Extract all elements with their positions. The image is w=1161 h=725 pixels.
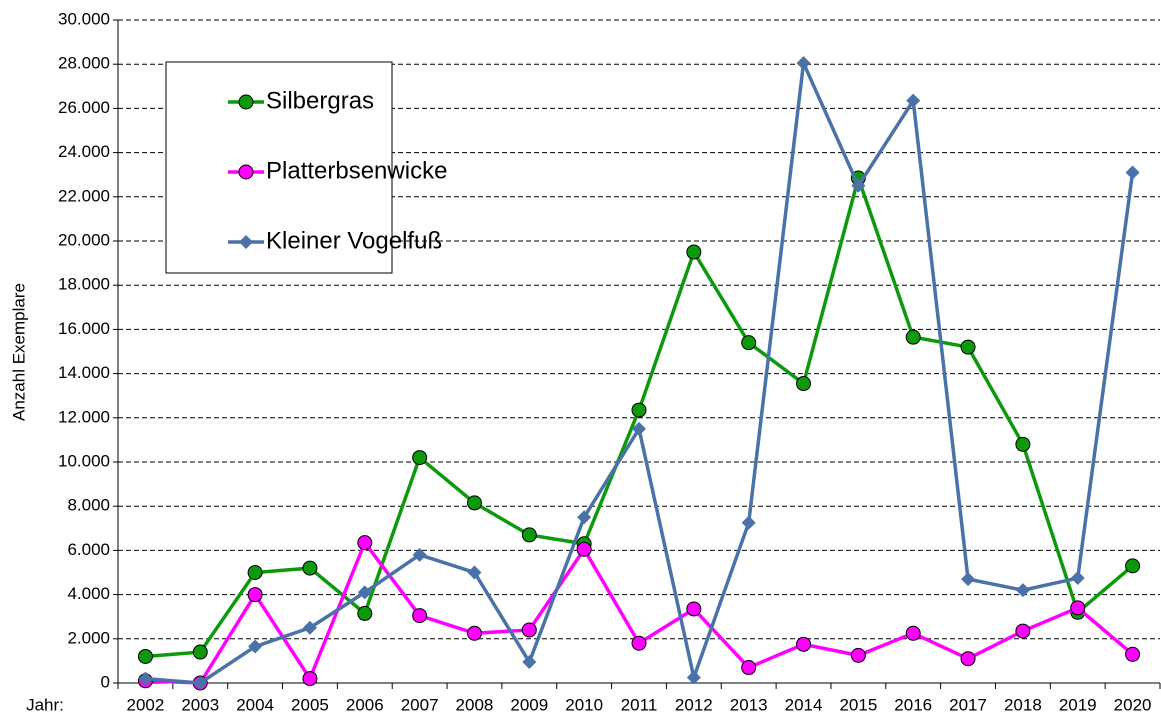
y-tick-label: 16.000 (58, 319, 110, 338)
marker (960, 339, 976, 355)
legend: Silbergras Platterbsenwicke Kleiner Vogelf… (165, 61, 447, 274)
marker (466, 495, 482, 511)
y-tick-label: 14.000 (58, 363, 110, 382)
x-tick-label: 2007 (401, 695, 439, 714)
marker (905, 625, 921, 641)
marker (1070, 600, 1086, 616)
marker (796, 376, 812, 392)
x-tick-label: 2015 (839, 695, 877, 714)
y-tick-label: 22.000 (58, 186, 110, 205)
y-tick-label: 20.000 (58, 230, 110, 249)
x-tick-label: 2017 (949, 695, 987, 714)
marker (466, 625, 482, 641)
marker (521, 527, 537, 543)
x-tick-label: 2003 (181, 695, 219, 714)
y-tick-label: 6.000 (67, 540, 110, 559)
marker (302, 620, 317, 635)
y-axis-label: Anzahl Exemplare (9, 283, 28, 421)
marker (1070, 571, 1085, 586)
y-tick-label: 24.000 (58, 142, 110, 161)
y-tick-label: 4.000 (67, 584, 110, 603)
x-tick-label: 2020 (1114, 695, 1152, 714)
marker (960, 651, 976, 667)
marker (247, 587, 263, 603)
x-tick-label: 2014 (785, 695, 823, 714)
marker (357, 605, 373, 621)
marker (412, 608, 428, 624)
marker (741, 660, 757, 676)
marker (238, 94, 254, 110)
marker (741, 515, 756, 530)
marker (906, 93, 921, 108)
y-tick-label: 12.000 (58, 407, 110, 426)
y-tick-label: 8.000 (67, 496, 110, 515)
legend-label: Kleiner Vogelfuß (266, 227, 442, 254)
marker (521, 622, 537, 638)
marker (1125, 165, 1140, 180)
marker (796, 56, 811, 71)
marker (137, 648, 153, 664)
marker (577, 510, 592, 525)
marker (686, 244, 702, 260)
x-tick-label: 2011 (621, 695, 658, 714)
x-tick-label: 2004 (236, 695, 274, 714)
x-tick-label: 2018 (1004, 695, 1042, 714)
y-tick-label: 10.000 (58, 451, 110, 470)
x-tick-label: 2009 (510, 695, 548, 714)
marker (632, 421, 646, 436)
legend-label: Platterbsenwicke (266, 157, 447, 184)
x-tick-label: 2013 (730, 695, 768, 714)
y-tick-label: 26.000 (58, 98, 110, 117)
marker (238, 164, 254, 180)
marker (796, 636, 812, 652)
y-tick-label: 18.000 (58, 275, 110, 294)
marker (412, 547, 427, 562)
x-axis-label: Jahr: (26, 695, 64, 714)
marker (576, 541, 592, 557)
marker (192, 644, 208, 660)
marker (239, 235, 253, 249)
x-tick-label: 2010 (565, 695, 603, 714)
marker (522, 655, 537, 670)
x-tick-label: 2002 (127, 695, 165, 714)
marker (631, 402, 647, 418)
marker (686, 670, 701, 685)
marker (631, 635, 647, 651)
marker (1015, 436, 1031, 452)
marker (412, 450, 428, 466)
marker (248, 639, 263, 654)
x-tick-label: 2012 (675, 695, 713, 714)
marker (357, 585, 372, 600)
marker (467, 565, 482, 580)
marker (1125, 646, 1141, 662)
marker (905, 329, 921, 345)
marker (686, 601, 702, 617)
marker (247, 565, 263, 580)
marker (850, 647, 866, 663)
marker (357, 535, 373, 551)
marker (961, 572, 976, 587)
marker (302, 560, 318, 576)
legend-box (165, 61, 393, 274)
marker (741, 335, 757, 351)
x-tick-label: 2005 (291, 695, 329, 714)
x-tick-label: 2019 (1059, 695, 1097, 714)
y-tick-label: 0 (101, 672, 110, 691)
legend-label: Silbergras (266, 87, 374, 114)
x-tick-label: 2008 (456, 695, 494, 714)
series-line (145, 539, 1134, 685)
y-tick-label: 28.000 (58, 54, 110, 73)
marker (1125, 558, 1141, 574)
marker (193, 676, 208, 690)
marker (851, 178, 866, 193)
x-tick-label: 2006 (346, 695, 384, 714)
x-tick-label: 2016 (894, 695, 932, 714)
marker (302, 671, 318, 687)
marker (1015, 583, 1030, 598)
y-tick-label: 2.000 (67, 628, 110, 647)
marker (1015, 623, 1031, 639)
marker (138, 671, 153, 686)
y-tick-label: 30.000 (58, 9, 110, 28)
